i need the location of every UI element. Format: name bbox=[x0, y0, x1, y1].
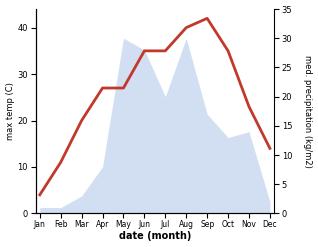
X-axis label: date (month): date (month) bbox=[119, 231, 191, 242]
Y-axis label: max temp (C): max temp (C) bbox=[5, 82, 15, 140]
Y-axis label: med. precipitation (kg/m2): med. precipitation (kg/m2) bbox=[303, 55, 313, 168]
